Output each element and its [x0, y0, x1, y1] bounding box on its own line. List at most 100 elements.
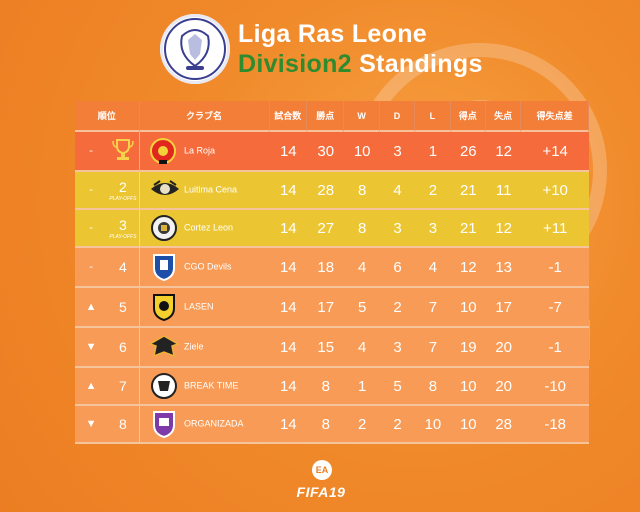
- position-change: -: [75, 132, 108, 172]
- played-cell: 14: [269, 132, 308, 172]
- cgo-devils-crest-icon: [148, 252, 182, 282]
- club-cell: LASEN: [139, 288, 270, 328]
- column-header-points: 勝点: [307, 101, 345, 132]
- goals-for-cell: 12: [450, 248, 486, 288]
- goals-against-cell: 28: [485, 406, 522, 444]
- goals-against-cell: 12: [485, 210, 522, 248]
- ea-logo: EA: [312, 460, 332, 480]
- playoff-label: PLAY-OFFS: [109, 233, 137, 240]
- draws-cell: 2: [379, 406, 416, 444]
- goal-difference-cell: -18: [521, 406, 589, 444]
- page-title-line1: Liga Ras Leone: [238, 20, 427, 48]
- points-cell: 27: [307, 210, 345, 248]
- losses-cell: 1: [415, 132, 451, 172]
- club-cell: Luitima Cena: [139, 172, 270, 210]
- wins-cell: 5: [344, 288, 380, 328]
- rank-number: 7: [107, 368, 140, 406]
- draws-cell: 2: [379, 288, 416, 328]
- column-header-losses: L: [415, 101, 451, 132]
- points-cell: 18: [307, 248, 345, 288]
- losses-cell: 7: [415, 288, 451, 328]
- draws-cell: 6: [379, 248, 416, 288]
- goal-difference-cell: -1: [521, 248, 589, 288]
- rank-number: 2: [118, 178, 127, 195]
- club-cell: ORGANIZADA: [139, 406, 270, 444]
- draws-cell: 4: [379, 172, 416, 210]
- club-name: BREAK TIME: [184, 380, 239, 391]
- played-cell: 14: [269, 172, 308, 210]
- position-change: ▲: [75, 368, 108, 406]
- ziele-crest-icon: [147, 332, 182, 362]
- losses-cell: 7: [415, 328, 451, 368]
- goals-for-cell: 10: [450, 288, 486, 328]
- goal-difference-cell: +11: [521, 210, 589, 248]
- goals-against-cell: 20: [485, 328, 522, 368]
- goal-difference-cell: +14: [521, 132, 589, 172]
- goals-for-cell: 10: [450, 368, 486, 406]
- wins-cell: 10: [344, 132, 380, 172]
- trophy-icon: [112, 138, 134, 160]
- break-time-crest-icon: [148, 371, 182, 401]
- draws-cell: 3: [379, 210, 416, 248]
- goal-difference-cell: -10: [521, 368, 589, 406]
- position-change: -: [75, 172, 108, 210]
- losses-cell: 10: [415, 406, 451, 444]
- playoff-label: PLAY-OFFS: [109, 195, 137, 202]
- played-cell: 14: [269, 210, 308, 248]
- points-cell: 28: [307, 172, 345, 210]
- table-row: ▲ 5 LASEN 14 17 5 2 7 10 17 -7: [75, 288, 589, 328]
- draws-cell: 3: [379, 328, 416, 368]
- lasen-crest-icon: [148, 292, 182, 322]
- club-cell: La Roja: [139, 132, 270, 172]
- goals-for-cell: 10: [450, 406, 486, 444]
- standings-table: 順位 クラブ名 試合数 勝点 W D L 得点 失点 得失点差 -: [75, 101, 589, 444]
- wins-cell: 4: [344, 328, 380, 368]
- rank-cell: [107, 132, 140, 172]
- table-header-row: 順位 クラブ名 試合数 勝点 W D L 得点 失点 得失点差: [75, 101, 589, 132]
- la-roja-crest-icon: [148, 136, 182, 166]
- goals-for-cell: 26: [450, 132, 486, 172]
- draws-cell: 3: [379, 132, 416, 172]
- division-label: Division2: [238, 50, 352, 78]
- position-change: -: [75, 248, 108, 288]
- club-name: ORGANIZADA: [184, 418, 244, 429]
- wins-cell: 4: [344, 248, 380, 288]
- played-cell: 14: [269, 406, 308, 444]
- losses-cell: 4: [415, 248, 451, 288]
- table-row: - La Roja 14 30 10 3 1 26 12: [75, 132, 589, 172]
- goals-for-cell: 19: [450, 328, 486, 368]
- page-title-line2: Division2 Standings: [238, 50, 483, 79]
- column-header-goals-against: 失点: [485, 101, 522, 132]
- points-cell: 15: [307, 328, 345, 368]
- points-cell: 17: [307, 288, 345, 328]
- table-row: ▼ 8 ORGANIZADA 14 8 2 2 10 10 28 -18: [75, 406, 589, 444]
- goal-difference-cell: -1: [521, 328, 589, 368]
- table-row: - 3 PLAY-OFFS Cortez Leon 14 27 8 3 3 21 …: [75, 210, 589, 248]
- losses-cell: 3: [415, 210, 451, 248]
- played-cell: 14: [269, 368, 308, 406]
- goals-against-cell: 12: [485, 132, 522, 172]
- club-name: Cortez Leon: [184, 222, 234, 233]
- played-cell: 14: [269, 328, 308, 368]
- position-change: ▲: [75, 288, 108, 328]
- club-name: CGO Devils: [184, 261, 232, 272]
- fifa-logo: FIFA19: [296, 484, 346, 500]
- table-row: ▲ 7 BREAK TIME 14 8 1 5 8 10 20 -10: [75, 368, 589, 406]
- points-cell: 8: [307, 406, 345, 444]
- rank-number: 8: [107, 406, 140, 444]
- table-row: ▼ 6 Ziele 14 15 4 3 7 19 20 -1: [75, 328, 589, 368]
- club-name: Ziele: [184, 341, 204, 352]
- rank-number: 4: [107, 248, 140, 288]
- wins-cell: 1: [344, 368, 380, 406]
- points-cell: 30: [307, 132, 345, 172]
- rank-cell: 3 PLAY-OFFS: [107, 210, 140, 248]
- table-row: - 4 CGO Devils 14 18 4 6 4 12 13 -1: [75, 248, 589, 288]
- organizada-crest-icon: [148, 409, 182, 439]
- club-cell: Cortez Leon: [139, 210, 270, 248]
- club-cell: BREAK TIME: [139, 368, 270, 406]
- goals-against-cell: 11: [485, 172, 522, 210]
- table-row: - 2 PLAY-OFFS Luitima Cena 14 28 8 4 2 21…: [75, 172, 589, 210]
- luitima-cena-crest-icon: [148, 175, 182, 205]
- standings-label: Standings: [359, 50, 483, 78]
- club-cell: Ziele: [139, 328, 270, 368]
